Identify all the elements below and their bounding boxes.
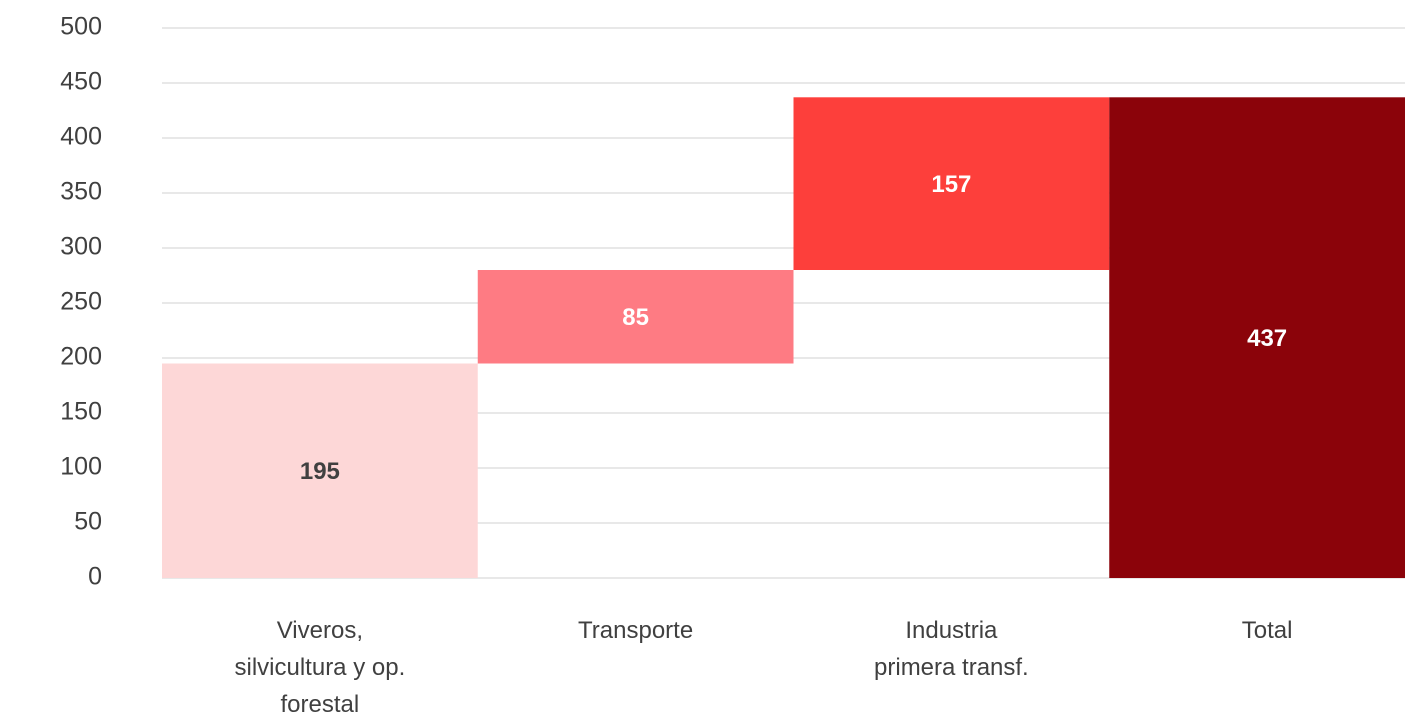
value-label: 85 <box>622 304 649 331</box>
y-tick-label: 100 <box>60 453 102 481</box>
y-tick-label: 150 <box>60 398 102 426</box>
x-tick-label: Industria primera transf. <box>874 617 1029 681</box>
y-tick-label: 300 <box>60 233 102 261</box>
x-tick-label: Total <box>1241 617 1293 644</box>
y-tick-label: 500 <box>60 13 102 41</box>
y-tick-label: 400 <box>60 123 102 151</box>
y-tick-label: 350 <box>60 178 102 206</box>
bar <box>162 363 478 578</box>
y-tick-label: 450 <box>60 68 102 96</box>
value-label: 437 <box>1247 325 1287 352</box>
x-tick-label: Transporte <box>578 617 694 644</box>
y-tick-label: 200 <box>60 343 102 371</box>
y-tick-label: 50 <box>74 508 102 536</box>
bar <box>1109 97 1405 579</box>
y-tick-label: 250 <box>60 288 102 316</box>
value-label: 195 <box>300 458 340 485</box>
value-label: 157 <box>931 171 971 198</box>
bar <box>477 270 794 364</box>
x-tick-label: Viveros, silvicultura y op. forestal <box>234 617 406 718</box>
y-tick-label: 0 <box>88 563 102 591</box>
bar <box>793 97 1110 270</box>
